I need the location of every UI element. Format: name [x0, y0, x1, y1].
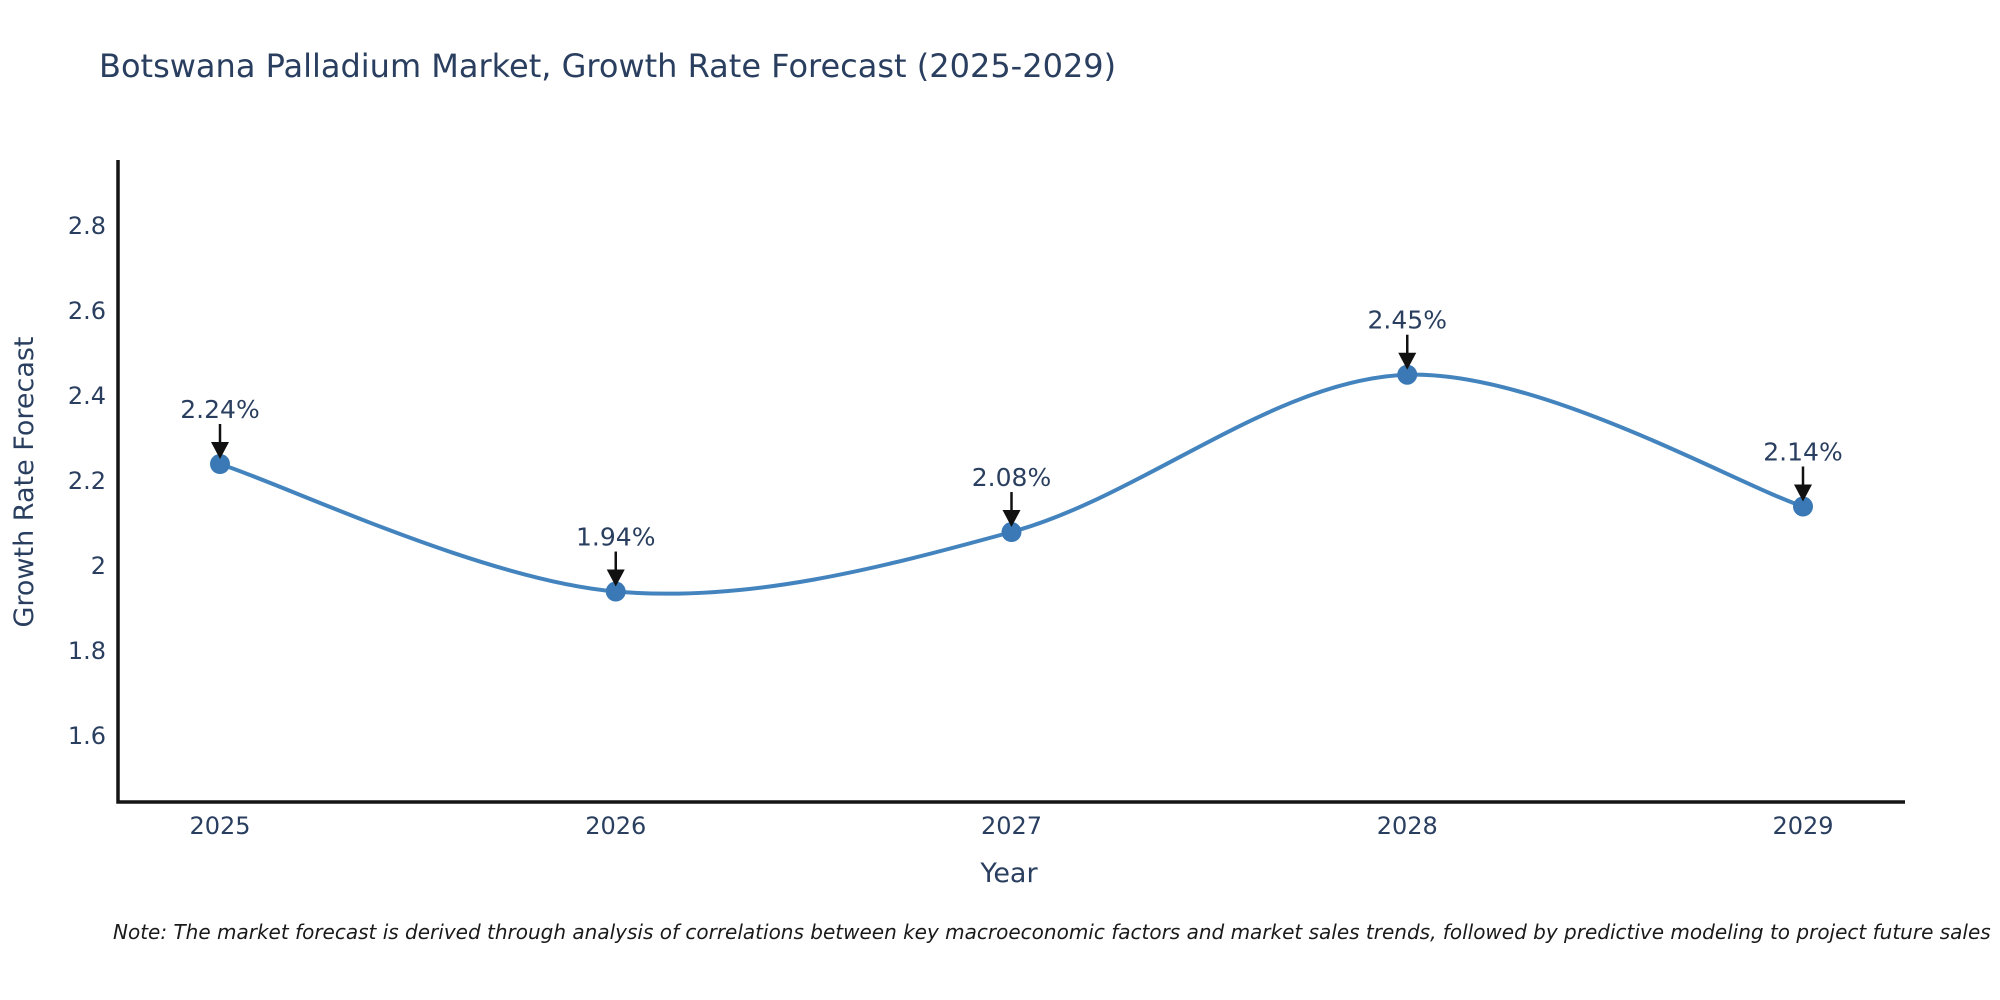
x-tick-label: 2029	[1772, 812, 1833, 840]
axes-lines	[116, 160, 1905, 804]
annotation-arrow-head	[211, 441, 229, 459]
annotation-label: 2.14%	[1763, 438, 1842, 467]
data-point-marker-2025	[210, 453, 230, 474]
data-point-marker-2029	[1793, 496, 1813, 517]
tick-labels-group: 1.6 1.8 2 2.2 2.4 2.6 2.8 2025 2026 2027 2028 2029	[68, 212, 1834, 840]
y-axis-title: Growth Rate Forecast	[9, 336, 40, 628]
annotation-arrow-head	[1398, 352, 1417, 370]
data-point-marker-2028	[1397, 364, 1418, 385]
annotation-label: 1.94%	[576, 523, 655, 552]
x-tick-label: 2027	[981, 812, 1042, 840]
data-point-marker-2027	[1001, 522, 1022, 543]
series-group	[210, 364, 1813, 602]
y-tick-label: 2.6	[68, 297, 106, 325]
x-tick-label: 2025	[189, 812, 250, 840]
y-tick-label: 2.4	[68, 382, 106, 410]
x-axis-title: Year	[980, 858, 1038, 889]
annotation-arrow-head	[606, 569, 625, 587]
y-tick-label: 2	[91, 552, 106, 580]
annotation-arrow-head	[1794, 484, 1812, 502]
y-tick-label: 1.6	[68, 722, 106, 750]
annotation-label: 2.45%	[1368, 306, 1447, 335]
x-tick-label: 2026	[585, 812, 646, 840]
annotations-group: 2.24% 1.94% 2.08% 2.45% 2.14%	[180, 306, 1843, 587]
x-tick-label: 2028	[1377, 812, 1438, 840]
y-tick-label: 2.8	[68, 212, 106, 240]
data-point-marker-2026	[605, 581, 626, 602]
y-tick-label: 1.8	[68, 637, 106, 665]
annotation-label: 2.08%	[972, 463, 1051, 492]
chart-title: Botswana Palladium Market, Growth Rate F…	[99, 47, 1117, 85]
footnote: Note: The market forecast is derived thr…	[113, 920, 1991, 944]
annotation-arrow-head	[1002, 510, 1021, 528]
annotation-label: 2.24%	[180, 395, 259, 424]
y-tick-label: 2.2	[68, 467, 106, 495]
